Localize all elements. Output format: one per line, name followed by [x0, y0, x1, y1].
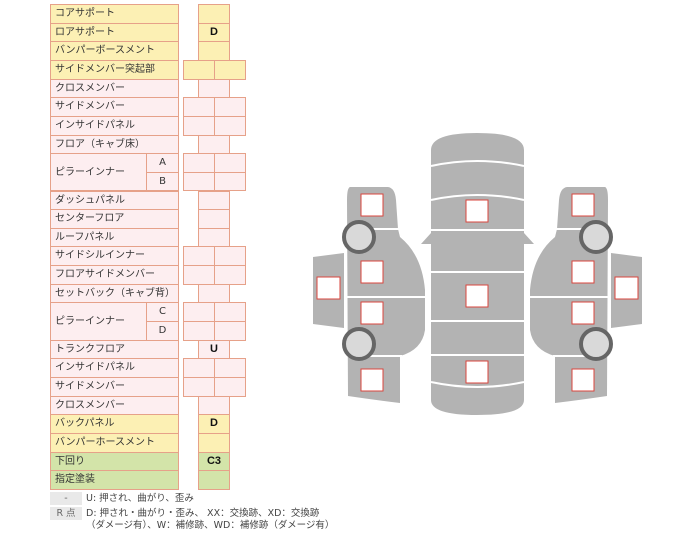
legend-key-dash: - [50, 492, 82, 505]
marker-box[interactable] [465, 284, 489, 308]
wheels [342, 220, 613, 361]
legend-text-d-cont: （ダメージ有）、W：補修跡、WD：補修跡（ダメージ有） [86, 520, 335, 531]
marker-box[interactable] [571, 301, 595, 325]
legend-text-d: D: 押され・曲がり・歪み、 XX：交換跡、XD：交換跡 [86, 508, 320, 519]
row-label: ピラーインナー [50, 302, 147, 341]
marker-box[interactable] [360, 260, 384, 284]
marker-box[interactable] [571, 368, 595, 392]
marker-box[interactable] [316, 276, 341, 300]
wheel-icon [342, 220, 376, 254]
value-cell[interactable] [198, 470, 230, 490]
marker-box[interactable] [571, 260, 595, 284]
marker-box[interactable] [465, 360, 489, 384]
marker-box[interactable] [360, 193, 384, 217]
value-cell-right[interactable] [214, 321, 246, 341]
marker-box[interactable] [465, 199, 489, 223]
legend-key-r: R 点 [50, 507, 82, 520]
value-cell-right[interactable] [214, 59, 246, 80]
row-label: 下回り [50, 451, 179, 472]
row-label: 指定塗装 [50, 470, 179, 490]
value-cell-right[interactable] [214, 115, 246, 136]
marker-box[interactable] [571, 193, 595, 217]
damage-markers [316, 193, 639, 392]
value-cell-right[interactable] [214, 171, 246, 192]
value-cell-right[interactable] [214, 265, 246, 285]
legend-text-u: U: 押され、曲がり、歪み [86, 493, 194, 504]
panel-lines [347, 160, 608, 388]
value-cell[interactable]: C3 [198, 451, 230, 472]
car-top-view [421, 133, 534, 415]
wheel-icon [579, 327, 613, 361]
marker-box[interactable] [614, 276, 639, 300]
marker-box[interactable] [360, 368, 384, 392]
marker-box[interactable] [360, 301, 384, 325]
wheel-icon [342, 327, 376, 361]
wheel-icon [579, 220, 613, 254]
value-cell-right[interactable] [214, 377, 246, 397]
